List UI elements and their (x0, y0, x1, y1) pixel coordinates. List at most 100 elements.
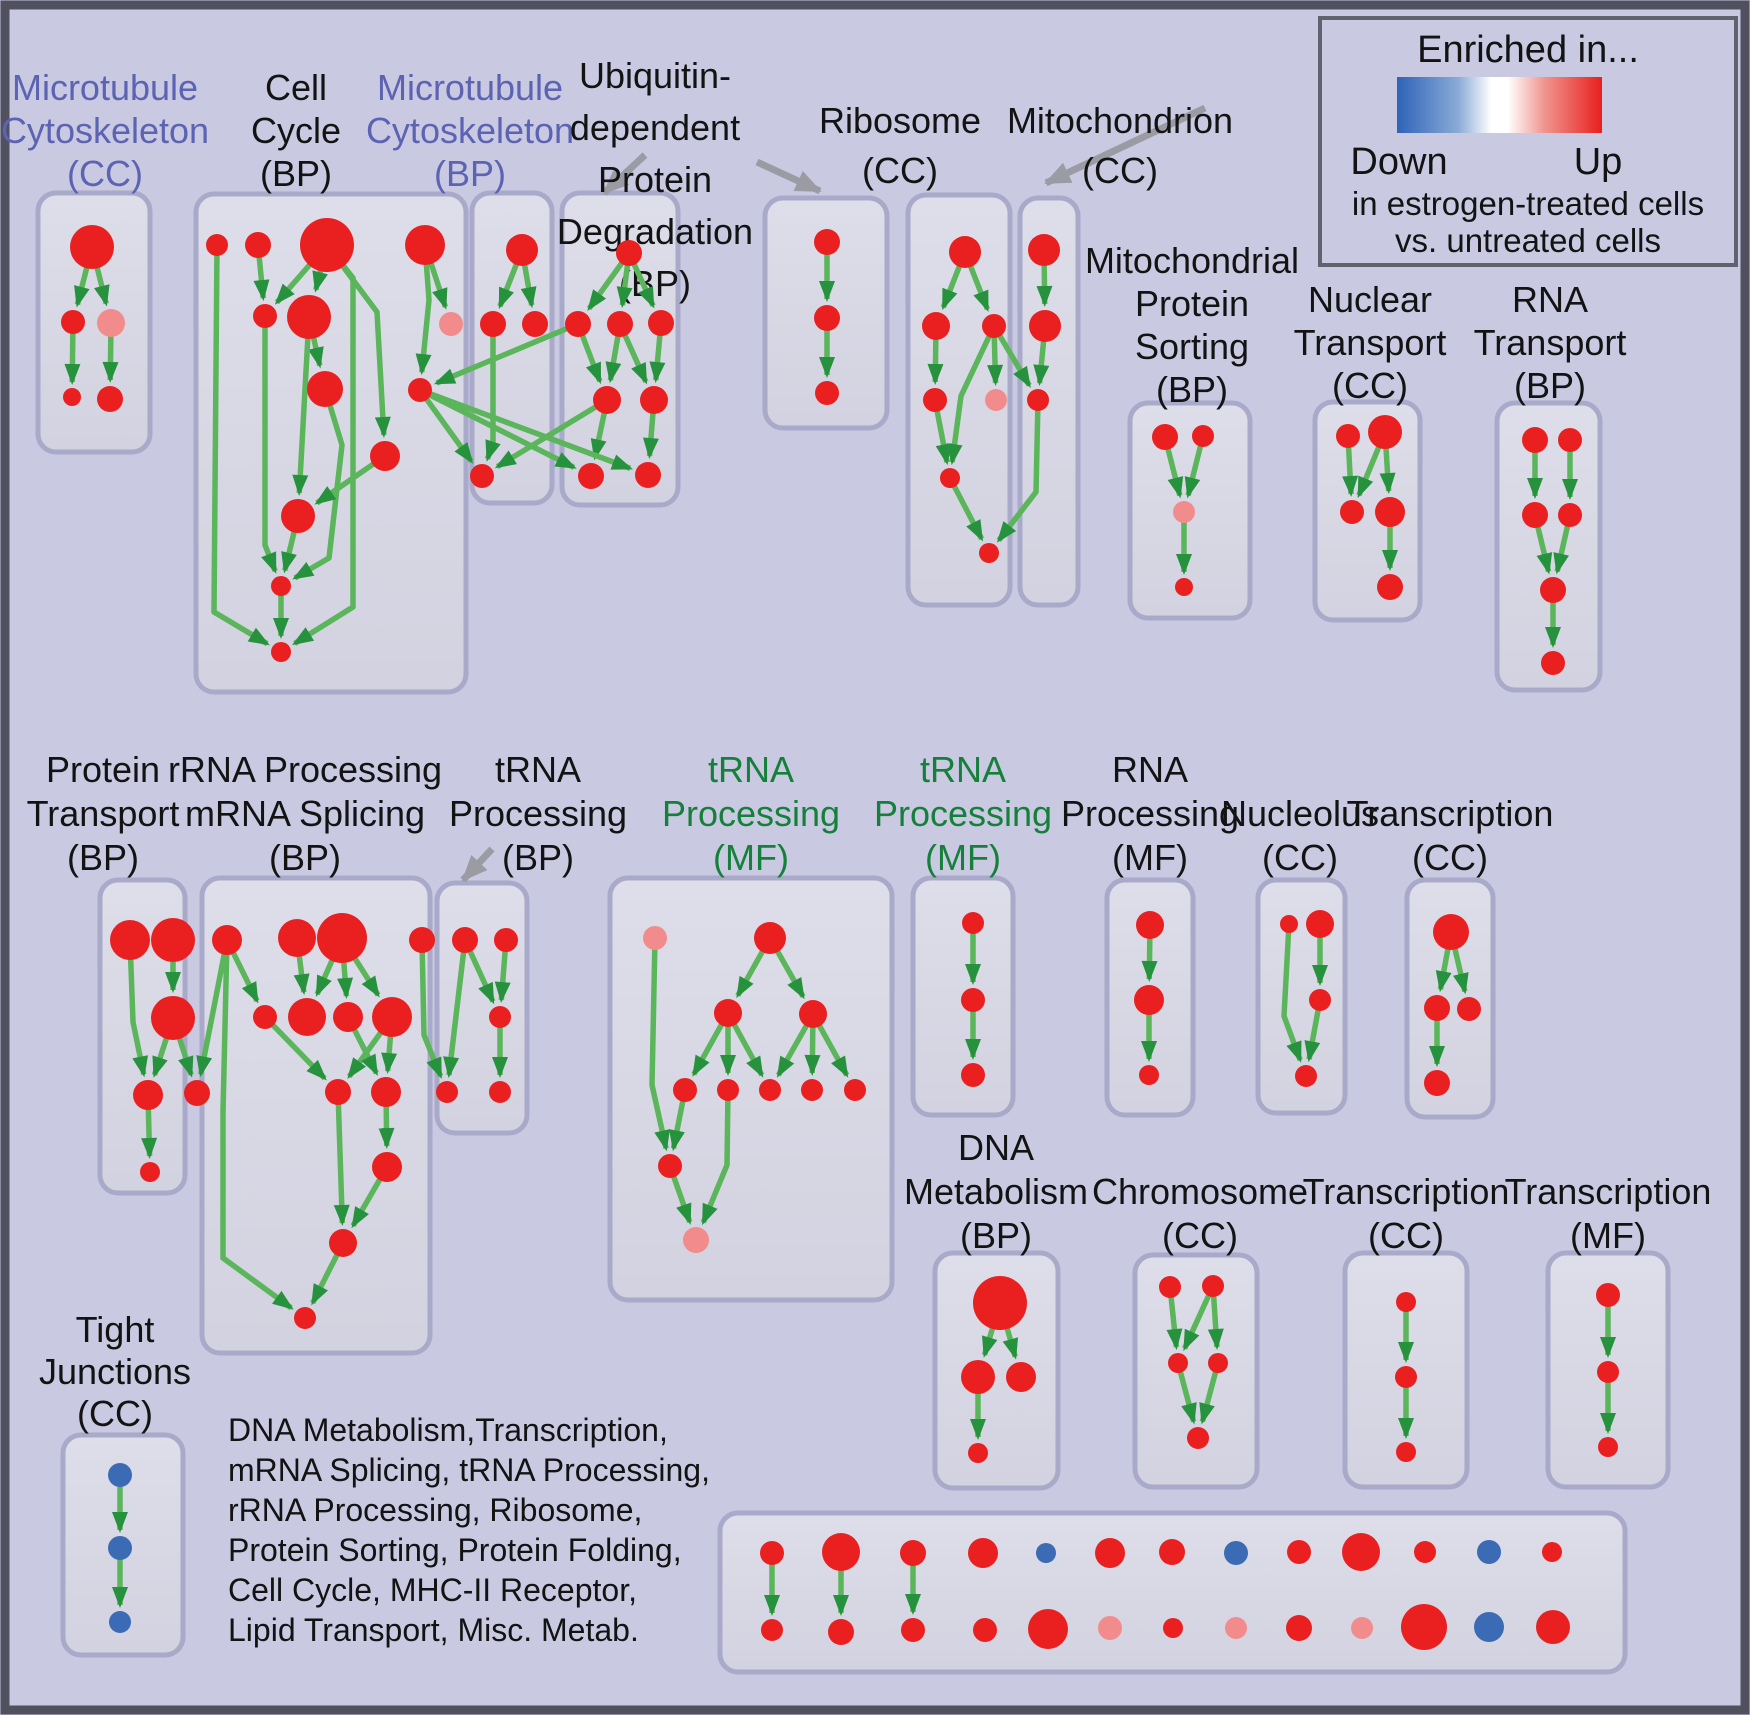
node-rb-2 (922, 312, 950, 340)
label-rna-transport-bp-line-2: (BP) (1514, 365, 1586, 406)
label-dna-metabolism-bp-line-2: (BP) (960, 1215, 1032, 1256)
node-rr-12 (329, 1229, 357, 1257)
label-mitochondrion-cc-line-0: Mitochondrion (1007, 100, 1233, 141)
pointer-arrow-ubiquitin-to-box1 (601, 152, 648, 196)
label-rna-transport-bp-line-0: RNA (1512, 279, 1588, 320)
edge-ch-4-ch-5 (1199, 1362, 1221, 1425)
edge-rb-6-rb-7 (947, 476, 985, 542)
label-ubiquitin-degradation-bp-line-1: dependent (570, 107, 740, 148)
node-rr-9 (325, 1079, 351, 1105)
node-pt-1 (110, 920, 150, 960)
label-transcription-mf-line-0: Transcription (1505, 1171, 1712, 1212)
node-bb-1 (761, 1619, 783, 1641)
label-nucleolus-cc-line-1: (CC) (1262, 837, 1338, 878)
node-rt-5 (1540, 577, 1566, 603)
label-trna-processing-mf-1-line-0: tRNA (708, 749, 794, 790)
node-rp-3 (1139, 1065, 1159, 1085)
node-t2-2 (1395, 1366, 1417, 1388)
label-tight-junctions-cc-line-2: (CC) (77, 1393, 153, 1434)
group-box-rna-transport (1494, 400, 1603, 693)
node-cc-6 (287, 295, 331, 339)
node-pt-3 (151, 996, 195, 1040)
node-ms-3 (1173, 501, 1195, 523)
node-tj-1 (108, 1463, 132, 1487)
label-rrna-processing-mrna-splicing-bp-line-0: rRNA Processing (168, 749, 442, 790)
node-tm-2 (714, 999, 742, 1027)
node-nt-3 (1340, 500, 1364, 524)
node-cc-4 (405, 225, 445, 265)
edge-rr-4-tn-4 (419, 939, 444, 1080)
node-tc-2 (1424, 995, 1450, 1021)
label-ubiquitin-degradation-bp-line-4: (BP) (619, 263, 691, 304)
group-box-microtubule-cytoskeleton-cc (35, 190, 153, 455)
label-chromosome-cc-line-0: Chromosome (1092, 1171, 1308, 1212)
legend-subtitle-1: in estrogen-treated cells (1352, 185, 1704, 222)
node-dm-1 (973, 1276, 1027, 1330)
node-bt-13 (1542, 1542, 1562, 1562)
node-bt-11 (1414, 1541, 1436, 1563)
node-ch-4 (1208, 1353, 1228, 1373)
node-dm-2 (961, 1360, 995, 1394)
edge-cc-1-cc-13 (211, 244, 270, 647)
node-nc-1 (1280, 915, 1298, 933)
edge-rr-1-rr-13 (220, 939, 294, 1311)
edge-mi-3-rb-7 (996, 399, 1041, 543)
group-box-chromosome (1132, 1252, 1260, 1490)
edge-tm-5-tm-10 (700, 1089, 731, 1226)
node-ch-1 (1159, 1276, 1181, 1298)
node-tm-10 (683, 1227, 709, 1253)
label-rna-processing-mf-line-2: (MF) (1112, 837, 1188, 878)
node-bb-10 (1351, 1617, 1373, 1639)
node-bt-5 (1036, 1543, 1056, 1563)
node-rp-2 (1134, 985, 1164, 1015)
edge-rb-3-rb-6 (946, 324, 997, 466)
node-mi-2 (1029, 310, 1061, 342)
node-rr-7 (333, 1002, 363, 1032)
node-bt-10 (1342, 1533, 1380, 1571)
node-tn-5 (489, 1081, 511, 1103)
node-pt-6 (140, 1162, 160, 1182)
label-protein-transport-bp-line-2: (BP) (67, 837, 139, 878)
node-cc-10 (370, 441, 400, 471)
label-rna-processing-mf-line-0: RNA (1112, 749, 1188, 790)
label-trna-processing-bp-line-0: tRNA (495, 749, 581, 790)
node-cc-2 (245, 232, 271, 258)
label-protein-transport-bp-line-0: Protein (46, 749, 160, 790)
label-cell-cycle-bp-line-0: Cell (265, 67, 327, 108)
node-rr-1 (212, 925, 242, 955)
note-line-0: DNA Metabolism,Transcription, (228, 1412, 668, 1448)
label-microtubule-cytoskeleton-cc-line-1: Cytoskeleton (1, 110, 209, 151)
node-bb-4 (973, 1618, 997, 1642)
node-dm-4 (968, 1443, 988, 1463)
note-line-4: Cell Cycle, MHC-II Receptor, (228, 1572, 637, 1608)
node-nc-2 (1306, 910, 1334, 938)
node-rb-7 (979, 543, 999, 563)
node-nc-4 (1295, 1065, 1317, 1087)
legend-title: Enriched in... (1417, 29, 1639, 71)
node-t3-1 (1596, 1283, 1620, 1307)
edge-tm-0-tm-9 (649, 937, 670, 1152)
node-rt-1 (1522, 427, 1548, 453)
label-trna-processing-mf-2-line-0: tRNA (920, 749, 1006, 790)
node-tc-1 (1433, 914, 1469, 950)
label-transcription-mf-line-1: (MF) (1570, 1215, 1646, 1256)
node-ms-2 (1192, 425, 1214, 447)
node-pt-5 (184, 1080, 210, 1106)
label-nuclear-transport-cc-line-2: (CC) (1332, 365, 1408, 406)
node-bt-4 (968, 1538, 998, 1568)
label-transcription-cc-2-line-0: Transcription (1303, 1171, 1510, 1212)
node-rt-3 (1522, 502, 1548, 528)
node-rr-13 (294, 1307, 316, 1329)
node-mtcc-1 (70, 225, 114, 269)
node-ub-7 (578, 463, 604, 489)
node-rt-4 (1558, 503, 1582, 527)
edge-ch-3-ch-5 (1175, 1362, 1197, 1425)
node-bt-6 (1095, 1538, 1125, 1568)
group-box-dna-metabolism (932, 1250, 1061, 1491)
node-bb-8 (1225, 1617, 1247, 1639)
node-ub-4 (648, 310, 674, 336)
label-rrna-processing-mrna-splicing-bp-line-2: (BP) (269, 837, 341, 878)
label-mitochondrial-protein-sorting-bp-line-0: Mitochondrial (1085, 240, 1299, 281)
